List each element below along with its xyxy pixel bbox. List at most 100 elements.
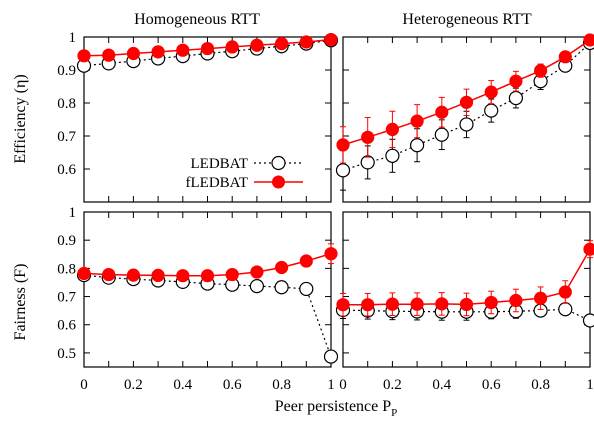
legend: LEDBAT fLEDBAT <box>186 155 303 191</box>
data-point-fledbat <box>533 291 548 305</box>
data-point-fledbat <box>126 268 140 282</box>
data-point-fledbat <box>275 36 289 51</box>
series-fledbat-efficiency-homogeneous <box>77 33 338 63</box>
series-ledbat-fairness-homogeneous <box>76 268 339 364</box>
data-point-fledbat <box>126 46 140 61</box>
data-point-ledbat <box>459 117 474 132</box>
x-tick-label-fairness-heterogeneous: 0.2 <box>383 377 402 393</box>
data-point-fledbat <box>459 297 474 312</box>
data-point-ledbat <box>508 90 524 106</box>
data-point-fledbat <box>385 297 399 311</box>
data-point-fledbat <box>435 105 449 119</box>
y-axis-label-fairness: Fairness (F) <box>12 264 29 341</box>
x-axis-label-main: Peer persistence P <box>275 398 392 415</box>
data-point-fledbat <box>151 45 165 59</box>
data-point-fledbat <box>509 74 523 88</box>
y-tick-label-fairness-homogeneous: 0.8 <box>57 261 76 277</box>
data-point-fledbat <box>558 285 572 299</box>
data-point-ledbat <box>558 302 573 317</box>
legend-marker-ledbat <box>271 155 286 171</box>
data-point-fledbat <box>102 267 116 282</box>
data-point-fledbat <box>200 269 215 283</box>
data-point-ledbat <box>385 148 400 163</box>
data-point-fledbat <box>250 265 264 279</box>
data-point-fledbat <box>385 122 399 136</box>
data-point-ledbat <box>249 279 264 294</box>
data-point-ledbat <box>434 127 449 142</box>
data-point-fledbat <box>324 247 338 261</box>
data-point-ledbat <box>335 163 351 178</box>
data-point-ledbat <box>299 281 314 297</box>
y-tick-label-fairness-homogeneous: 0.5 <box>57 346 76 362</box>
y-tick-label-efficiency-homogeneous: 1 <box>69 30 77 46</box>
data-point-fledbat <box>410 297 424 311</box>
x-tick-label-fairness-heterogeneous: 0.8 <box>531 377 550 393</box>
series-line-ledbat <box>342 308 591 322</box>
x-tick-label-fairness-heterogeneous: 0 <box>339 377 347 393</box>
y-tick-label-fairness-homogeneous: 0.6 <box>57 318 76 334</box>
x-tick-label-fairness-homogeneous: 0.8 <box>272 377 291 393</box>
series-fledbat-fairness-heterogeneous <box>336 240 594 317</box>
data-point-fledbat <box>299 254 313 268</box>
data-point-fledbat <box>225 267 239 282</box>
data-point-fledbat <box>484 295 498 310</box>
data-point-fledbat <box>533 64 548 78</box>
data-point-fledbat <box>176 269 190 283</box>
data-point-fledbat <box>151 268 165 283</box>
data-point-fledbat <box>324 33 338 47</box>
data-point-fledbat <box>200 41 215 56</box>
data-point-fledbat <box>299 35 313 49</box>
x-axis-label-subscript: P <box>391 407 397 419</box>
data-point-fledbat <box>77 266 91 281</box>
y-tick-label-efficiency-homogeneous: 0.6 <box>57 162 76 178</box>
x-tick-label-fairness-homogeneous: 0.4 <box>173 377 192 393</box>
data-point-fledbat <box>558 50 572 64</box>
x-tick-label-fairness-homogeneous: 0.6 <box>223 377 242 393</box>
data-point-fledbat <box>336 298 350 312</box>
data-point-fledbat <box>361 298 375 312</box>
x-tick-label-fairness-heterogeneous: 0.4 <box>432 377 451 393</box>
series-line-ledbat <box>83 39 332 67</box>
data-point-fledbat <box>102 48 116 62</box>
series-line-ledbat <box>83 274 332 357</box>
data-point-fledbat <box>484 85 498 99</box>
data-point-fledbat <box>77 49 91 63</box>
data-point-fledbat <box>583 33 594 47</box>
y-tick-label-efficiency-homogeneous: 0.9 <box>57 63 76 79</box>
x-tick-label-fairness-heterogeneous: 1 <box>586 377 594 393</box>
data-point-ledbat <box>323 349 339 364</box>
legend-label-fledbat: fLEDBAT <box>186 175 249 191</box>
x-tick-label-fairness-homogeneous: 0 <box>80 377 88 393</box>
data-point-fledbat <box>583 242 594 256</box>
data-point-fledbat <box>250 38 264 52</box>
legend-label-ledbat: LEDBAT <box>191 156 249 172</box>
y-axis-label-efficiency: Efficiency (η) <box>12 74 29 163</box>
column-title-homogeneous: Homogeneous RTT <box>134 11 260 28</box>
y-tick-label-efficiency-homogeneous: 0.7 <box>57 129 76 145</box>
x-tick-label-fairness-homogeneous: 0.2 <box>124 377 143 393</box>
y-tick-label-fairness-homogeneous: 0.9 <box>57 233 76 249</box>
data-point-ledbat <box>360 155 375 170</box>
data-point-fledbat <box>509 293 523 308</box>
x-tick-label-fairness-homogeneous: 1 <box>327 377 335 393</box>
data-point-fledbat <box>459 95 474 109</box>
data-point-ledbat <box>410 138 425 153</box>
data-point-fledbat <box>435 297 449 311</box>
y-tick-label-efficiency-homogeneous: 0.8 <box>57 96 76 112</box>
panel-frame-fairness-heterogeneous <box>342 211 591 368</box>
legend-marker-fledbat <box>272 175 285 189</box>
data-point-fledbat <box>361 130 375 144</box>
data-point-fledbat <box>176 43 190 57</box>
x-tick-label-fairness-heterogeneous: 0.6 <box>482 377 501 393</box>
data-point-ledbat <box>274 280 289 295</box>
marks-layer <box>76 33 594 364</box>
y-tick-label-fairness-homogeneous: 0.7 <box>57 290 76 306</box>
data-point-fledbat <box>275 260 289 275</box>
series-ledbat-efficiency-heterogeneous <box>335 35 594 191</box>
data-point-fledbat <box>225 40 239 54</box>
series-fledbat-efficiency-heterogeneous <box>336 33 594 164</box>
x-axis-label: Peer persistence PP <box>275 398 398 419</box>
data-point-fledbat <box>336 138 350 152</box>
column-title-heterogeneous: Heterogeneous RTT <box>402 11 531 28</box>
